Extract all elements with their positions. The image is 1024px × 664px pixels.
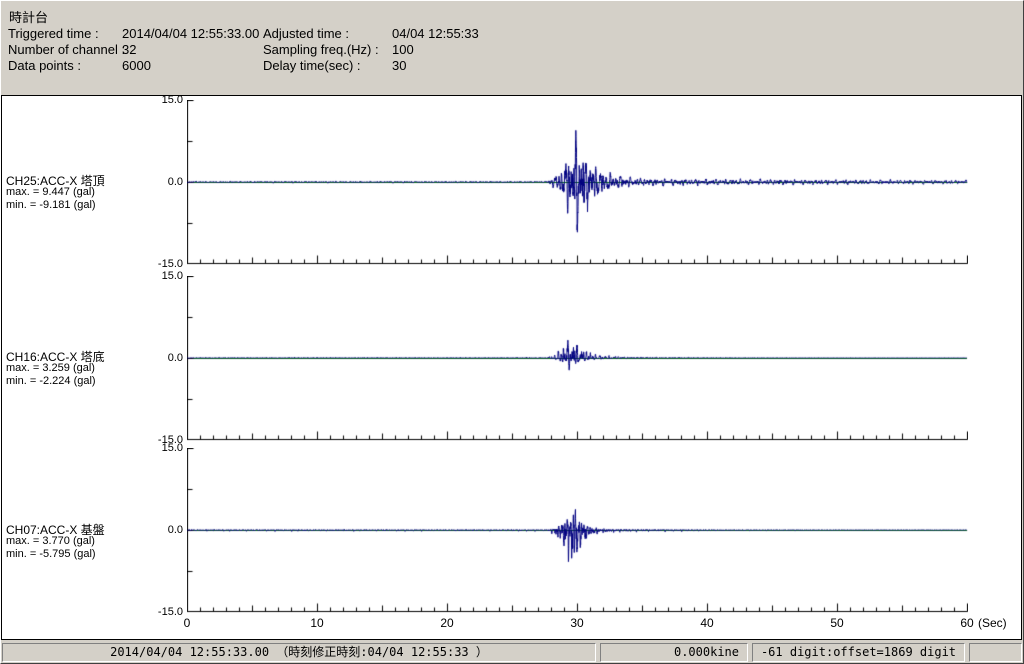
statusbar-kine-panel: 0.000kine xyxy=(600,643,748,662)
y-tick-ch2-zero: 0.0 xyxy=(167,352,183,364)
channel-max-ch07: max. = 3.770 (gal) xyxy=(6,535,95,547)
triggered-time-label: Triggered time : xyxy=(8,26,99,41)
waveform-chart-ch16 xyxy=(187,276,968,441)
adjusted-time-label: Adjusted time : xyxy=(263,26,349,41)
y-tick-ch3-top: 15.0 xyxy=(161,442,183,454)
delay-time-label: Delay time(sec) : xyxy=(263,58,361,73)
adjusted-time-value: 04/04 12:55:33 xyxy=(392,26,479,41)
y-tick-ch3-zero: 0.0 xyxy=(167,524,183,536)
statusbar-empty-panel xyxy=(969,643,1022,662)
sampling-freq-value: 100 xyxy=(392,42,414,57)
statusbar-time-panel: 2014/04/04 12:55:33.00 （時刻修正時刻:04/04 12:… xyxy=(2,643,596,662)
data-points-label: Data points : xyxy=(8,58,81,73)
x-tick-10: 10 xyxy=(310,616,324,630)
triggered-time-value: 2014/04/04 12:55:33.00 xyxy=(122,26,260,41)
waveform-chart-ch07 xyxy=(187,448,968,613)
channel-min-ch16: min. = -2.224 (gal) xyxy=(6,375,96,387)
y-tick-ch1-zero: 0.0 xyxy=(167,176,183,188)
x-tick-30: 30 xyxy=(570,616,584,630)
waveform-chart-ch25 xyxy=(187,100,968,265)
channel-name-ch07: CH07:ACC-X 基盤 xyxy=(6,523,105,537)
channel-min-ch25: min. = -9.181 (gal) xyxy=(6,199,96,211)
y-tick-ch1-bot: -15.0 xyxy=(157,258,183,270)
channel-name-ch25: CH25:ACC-X 塔頂 xyxy=(6,174,105,188)
channel-max-ch16: max. = 3.259 (gal) xyxy=(6,362,95,374)
statusbar-offset-panel: -61 digit:offset=1869 digit xyxy=(752,643,965,662)
delay-time-value: 30 xyxy=(392,58,407,73)
x-tick-0: 0 xyxy=(183,616,191,630)
sampling-freq-label: Sampling freq.(Hz) : xyxy=(263,42,379,57)
x-tick-60: 60 xyxy=(960,616,974,630)
x-tick-50: 50 xyxy=(830,616,844,630)
channel-count-value: 32 xyxy=(122,42,137,57)
y-tick-ch3-bot: -15.0 xyxy=(157,606,183,618)
data-points-value: 6000 xyxy=(122,58,151,73)
x-tick-20: 20 xyxy=(440,616,454,630)
x-axis-unit-label: (Sec) xyxy=(978,616,1007,630)
channel-max-ch25: max. = 9.447 (gal) xyxy=(6,186,95,198)
x-tick-40: 40 xyxy=(700,616,714,630)
channel-name-ch16: CH16:ACC-X 塔底 xyxy=(6,350,105,364)
y-tick-ch2-bot: -15.0 xyxy=(157,434,183,446)
channel-count-label: Number of channel : xyxy=(8,42,126,57)
channel-min-ch07: min. = -5.795 (gal) xyxy=(6,548,96,560)
window-title: 時計台 xyxy=(9,10,49,25)
y-tick-ch2-top: 15.0 xyxy=(161,270,183,282)
y-tick-ch1-top: 15.0 xyxy=(161,94,183,106)
